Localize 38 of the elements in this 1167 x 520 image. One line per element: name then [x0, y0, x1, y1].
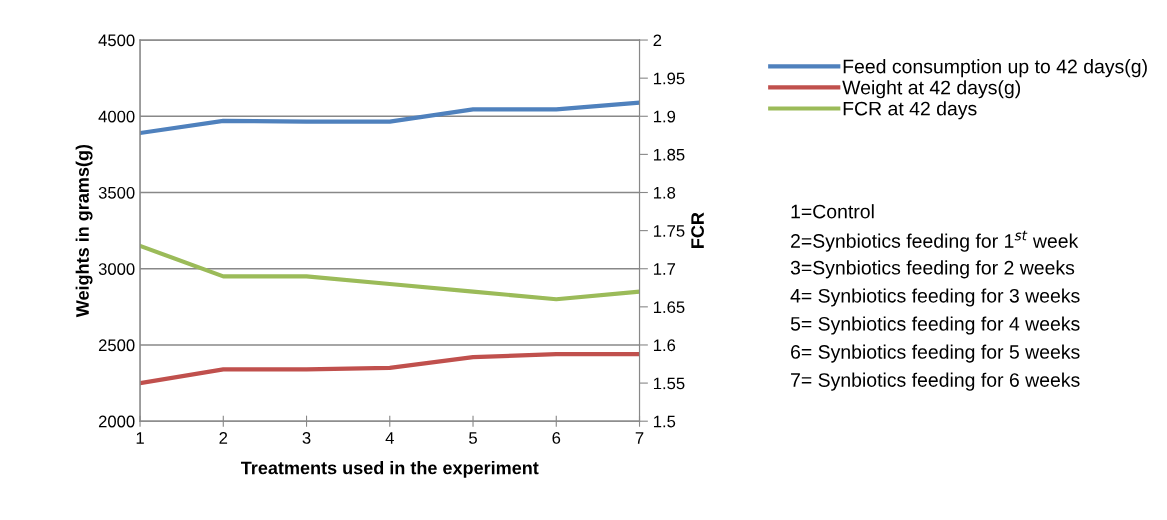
text: 2=Synbiotics feeding for 1$^{st}$ week: [791, 230, 1079, 252]
y-tick-label: 2500: [98, 339, 135, 352]
text: 7= Synbiotics feeding for 6 weeks: [791, 372, 1080, 391]
y2-tick-label: 1.7: [653, 263, 676, 275]
x-tick-label: 1: [136, 432, 144, 444]
y2-axis-title: FCR: [691, 212, 704, 248]
legend-label: Weight at 42 days(g): [842, 80, 1021, 99]
x-tick-label: 5: [469, 432, 477, 444]
y-tick-label: 3500: [98, 186, 135, 199]
text: 6= Synbiotics feeding for 5 weeks: [791, 344, 1080, 363]
x-tick-label: 6: [552, 432, 561, 444]
text: 4= Synbiotics feeding for 3 weeks: [790, 288, 1080, 307]
y2-tick-label: 1.65: [653, 301, 685, 314]
y-tick-label: 4000: [98, 110, 135, 123]
legend-label: Feed consumption up to 42 days(g): [843, 59, 1147, 78]
y2-tick-label: 1.95: [653, 72, 685, 85]
y-tick-label: 2000: [98, 415, 135, 428]
y-tick-label: 3000: [98, 263, 135, 275]
y-axis-title: Weights in grams(g): [75, 144, 93, 318]
x-axis-title: Treatments used in the experiment: [240, 461, 539, 478]
y2-tick-label: 1.6: [653, 339, 676, 352]
y2-tick-label: 1.5: [653, 415, 676, 428]
y-tick-label: 4500: [98, 34, 135, 47]
text: 5= Synbiotics feeding for 4 weeks: [790, 316, 1080, 335]
y2-tick-label: 1.55: [653, 377, 685, 390]
legend-label: FCR at 42 days: [843, 101, 977, 120]
text: 3=Synbiotics feeding for 2 weeks: [790, 260, 1075, 279]
x-tick-label: 7: [635, 432, 644, 444]
y2-tick-label: 1.8: [653, 186, 676, 199]
y2-tick-label: 1.85: [653, 148, 685, 161]
y2-tick-label: 2: [653, 34, 662, 47]
y2-tick-label: 1.75: [653, 225, 685, 237]
x-tick-label: 2: [219, 432, 228, 444]
y2-tick-label: 1.9: [653, 110, 676, 123]
x-tick-label: 3: [302, 432, 311, 444]
line-series: [140, 352, 640, 386]
text: 1=Control: [791, 204, 874, 219]
x-tick-label: 4: [385, 432, 394, 444]
